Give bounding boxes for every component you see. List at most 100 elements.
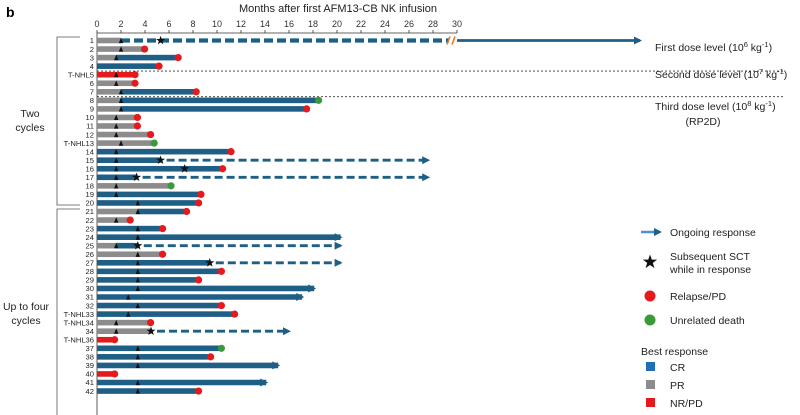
x-axis-title: Months after first AFM13-CB NK infusion	[239, 3, 437, 15]
relapse-dot	[231, 310, 239, 318]
x-tick-label: 6	[166, 19, 171, 29]
patient-label: 2	[90, 45, 94, 54]
infusion-marker	[114, 54, 119, 61]
patient-label: 24	[86, 233, 94, 242]
death-dot	[150, 139, 158, 147]
bar-segment-nrpd	[97, 371, 113, 377]
infusion-marker	[114, 71, 119, 78]
relapse-dot	[219, 165, 227, 173]
bar-segment-cr	[97, 191, 199, 198]
x-tick-label: 26	[404, 19, 414, 29]
patient-label: 9	[90, 105, 94, 114]
x-tick-label: 30	[452, 19, 462, 29]
bar-segment-cr	[121, 97, 317, 104]
bar-segment-pr	[97, 217, 129, 223]
patient-label: 22	[86, 216, 94, 225]
relapse-dot	[303, 105, 311, 113]
patient-label: 3	[90, 53, 94, 62]
patient-label: 18	[86, 182, 94, 191]
patient-label: 6	[90, 79, 94, 88]
infusion-marker	[135, 234, 140, 240]
x-tick-label: 2	[118, 19, 123, 29]
sct-star-icon	[205, 258, 215, 267]
relapse-dot	[195, 387, 203, 395]
bar-segment-pr	[97, 97, 121, 104]
infusion-marker	[135, 354, 140, 360]
dose-level-3: Third dose level (108 kg-1)	[655, 99, 776, 113]
infusion-marker	[118, 140, 124, 146]
patient-label: 15	[86, 156, 94, 165]
infusion-marker	[118, 97, 124, 103]
x-tick-label: 8	[190, 19, 195, 29]
patient-label: 8	[90, 96, 94, 105]
patient-label: 21	[86, 207, 94, 216]
x-tick-label: 10	[212, 19, 222, 29]
bar-segment-cr	[97, 148, 229, 155]
patient-label: 17	[86, 173, 94, 182]
bar-segment-pr	[97, 89, 121, 95]
patient-label: 27	[86, 259, 94, 268]
infusion-marker	[135, 285, 140, 292]
patient-label: 26	[86, 250, 94, 259]
bar-segment-cr	[116, 54, 177, 61]
relapse-dot	[131, 79, 139, 87]
patient-label: 40	[86, 370, 94, 379]
bar-segment-cr	[97, 354, 209, 360]
relapse-dot	[217, 267, 225, 275]
dose-level-notes: First dose level (106 kg-1) Second dose …	[655, 40, 787, 128]
bar-segment-cr	[97, 63, 157, 69]
group-brackets: Two cycles Up to four cycles	[3, 36, 80, 415]
bar-segment-cr	[97, 260, 210, 266]
dose-level-3-line2: (RP2D)	[685, 116, 720, 128]
patient-label: 4	[90, 62, 94, 71]
legend-cr-label: CR	[670, 362, 686, 374]
bar-segment-cr	[97, 200, 197, 206]
bracket-four-cycles	[56, 208, 80, 415]
bar-segment-cr	[97, 302, 220, 309]
axis-break-mark	[451, 36, 456, 45]
bracket-two-cycles	[56, 36, 80, 206]
patient-rows	[97, 35, 642, 395]
patient-label: T-NHL33	[64, 310, 94, 319]
patient-label: 14	[86, 147, 94, 156]
legend-relapse-label: Relapse/PD	[670, 291, 726, 303]
relapse-dot	[195, 199, 203, 207]
bar-segment-pr	[97, 106, 121, 112]
patient-label: T-NHL5	[68, 70, 94, 79]
infusion-marker	[114, 328, 119, 334]
patient-label: T-NHL36	[64, 335, 94, 344]
x-tick-label: 24	[380, 19, 390, 29]
infusion-marker	[114, 319, 119, 326]
infusion-marker	[114, 80, 119, 86]
bar-segment-cr	[121, 89, 195, 95]
sct-star-icon	[180, 164, 190, 173]
sct-star-icon	[132, 172, 142, 182]
infusion-marker	[118, 46, 124, 52]
bar-segment-pr	[97, 131, 149, 138]
infusion-marker	[114, 191, 119, 197]
patient-label: 31	[86, 293, 94, 302]
group-four-cycles-line2: cycles	[11, 315, 40, 327]
infusion-marker	[118, 37, 124, 44]
bar-segment-cr	[97, 277, 197, 283]
infusion-marker	[126, 294, 131, 300]
x-tick-label: 4	[142, 19, 147, 29]
sct-star-icon	[156, 35, 166, 45]
bar-segment-cr	[97, 157, 161, 163]
relapse-dot	[133, 122, 141, 130]
relapse-dot	[159, 225, 167, 233]
x-tick-label: 20	[332, 19, 342, 29]
infusion-marker	[114, 157, 119, 163]
patient-label: 30	[86, 284, 94, 293]
relapse-dot	[174, 54, 182, 62]
bar-segment-cr	[97, 268, 220, 275]
legend-relapse-dot	[644, 290, 656, 302]
infusion-marker	[114, 174, 119, 180]
infusion-marker	[114, 165, 119, 172]
patient-label: 19	[86, 190, 94, 199]
group-two-cycles-line1: Two	[20, 108, 39, 120]
bar-segment-cr	[97, 225, 161, 232]
infusion-marker	[114, 242, 119, 249]
patient-label: T-NHL13	[64, 139, 94, 148]
infusion-marker	[135, 302, 140, 309]
